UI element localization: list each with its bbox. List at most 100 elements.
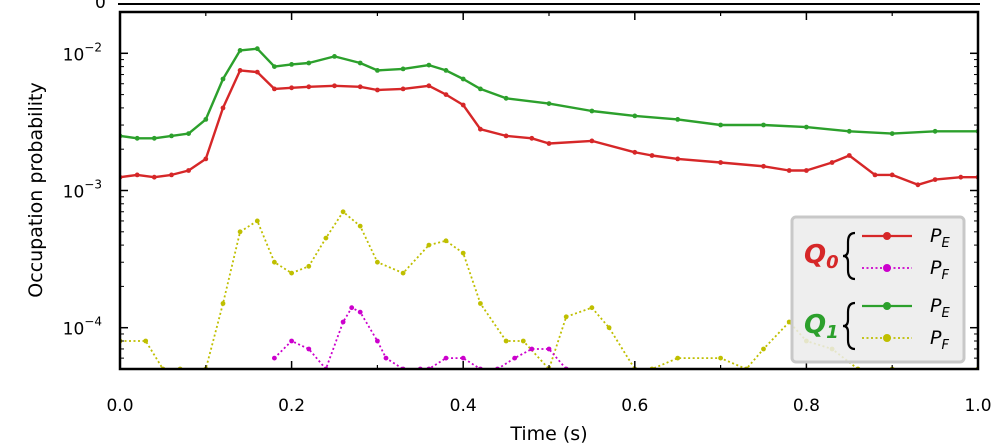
data-point [272,64,277,69]
data-point [675,117,681,122]
data-point [649,153,655,158]
data-point [889,131,895,137]
data-point [958,174,964,180]
data-point [306,60,312,66]
legend: Q0 PE PF Q1 PE PF [790,215,966,364]
data-point [932,128,938,134]
data-point [400,66,406,72]
data-point [512,355,518,361]
data-point [426,242,432,248]
data-point [829,160,835,165]
x-tick-label: 0.4 [450,396,477,416]
legend-entry-label: PE [930,225,950,251]
data-point [203,156,209,162]
data-point [872,172,878,178]
data-point [546,101,552,106]
data-point [306,346,312,352]
data-point [786,319,792,325]
legend-qubit-label: Q0 [804,240,839,273]
plot-frame [118,10,980,371]
data-point [220,105,226,111]
data-point [289,270,294,276]
data-point [426,62,432,68]
data-point [375,259,380,265]
data-point [460,355,466,361]
data-point [718,122,723,128]
data-point [237,48,243,53]
data-point [220,76,226,82]
y-tick-label: 10−3 [63,178,102,203]
data-point [606,325,612,331]
y-tick-label: 10−2 [63,40,102,65]
data-point [340,319,346,325]
data-point [460,76,466,82]
data-point [289,338,294,344]
legend-qubit-label: Q1 [804,310,839,343]
x-tick-label: 0.2 [278,396,305,416]
x-tick-label: 1.0 [964,396,991,416]
data-point [804,168,809,173]
data-point [503,133,509,139]
data-point [357,223,363,229]
data-point [546,346,552,352]
data-point [503,95,509,101]
x-tick-label: 0.8 [793,396,820,416]
data-point [846,153,852,158]
data-point [503,338,509,344]
data-point [460,102,466,108]
data-point [718,355,723,361]
x-tick-label: 0.0 [106,396,133,416]
data-point [383,355,389,361]
data-point [400,86,406,92]
data-point [478,86,483,92]
x-tick-label: 0.6 [621,396,648,416]
data-point [254,69,260,75]
data-point [675,156,681,162]
data-point [254,218,260,224]
legend-marker [883,264,891,272]
data-point [546,141,552,146]
legend-marker [883,232,891,240]
data-point [761,346,766,352]
data-point [426,83,432,89]
data-point [520,338,526,344]
legend-marker [883,302,891,310]
x-tick-labels: 0.0 0.2 0.4 0.6 0.8 1.0 [106,396,991,416]
data-point [889,172,895,178]
data-point [786,168,792,173]
data-point [718,160,723,165]
data-point [589,138,595,144]
series-line-q0-pf [273,306,567,369]
data-point [237,68,243,73]
data-point [220,301,226,306]
data-point [375,87,380,93]
data-point [272,355,277,361]
data-point [332,83,337,89]
data-point [186,131,192,137]
data-point [143,338,149,344]
data-point [761,163,766,169]
data-point [589,305,595,311]
data-point [254,46,260,52]
data-point [529,346,535,352]
data-point [272,259,277,265]
data-point [306,263,312,269]
legend-entry-label: PF [930,257,949,283]
data-point [169,133,174,139]
data-point [375,338,380,344]
data-point [151,174,157,180]
upper-panel-remnant: 0 [95,0,980,13]
data-point [289,85,294,91]
data-point [151,135,157,141]
data-point [272,86,277,92]
data-point [443,68,449,73]
data-point [478,301,483,306]
data-point [332,54,337,59]
svg-text:0: 0 [95,0,106,13]
data-point [804,124,809,130]
data-point [357,84,363,90]
data-point [375,68,380,73]
y-tick-labels: 10−2 10−3 10−4 [63,40,102,339]
data-point [443,92,449,97]
series-layer [120,46,978,369]
